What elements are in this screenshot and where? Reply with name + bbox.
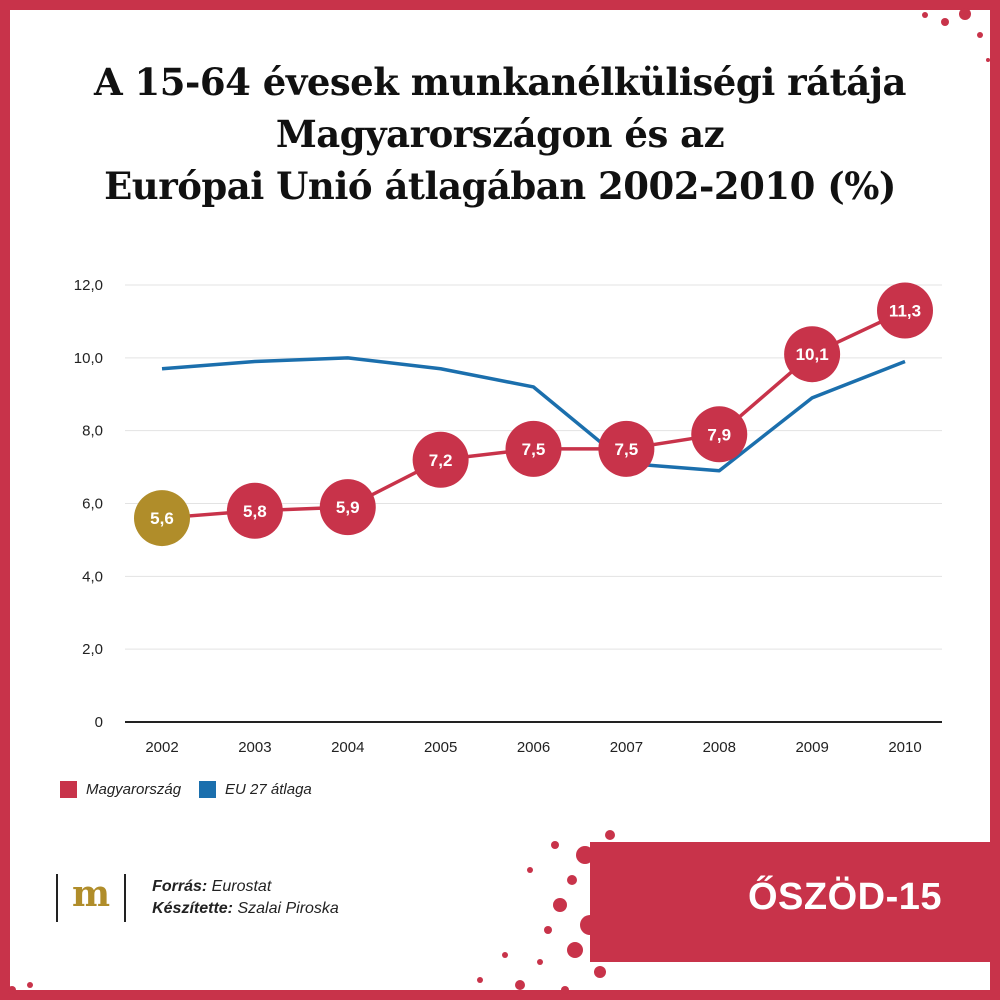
y-tick-label: 12,0 bbox=[74, 277, 103, 294]
y-tick-label: 0 bbox=[95, 714, 103, 731]
data-label-hungary: 7,5 bbox=[615, 440, 639, 459]
data-point-hungary bbox=[598, 420, 655, 477]
y-tick-label: 8,0 bbox=[82, 423, 103, 440]
data-label-hungary: 7,5 bbox=[522, 440, 546, 459]
badge-text: ŐSZÖD-15 bbox=[747, 876, 942, 918]
x-tick-label: 2006 bbox=[517, 739, 550, 756]
series-line-eu bbox=[161, 356, 906, 473]
y-tick-label: 2,0 bbox=[82, 641, 103, 658]
y-tick-label: 4,0 bbox=[82, 568, 103, 585]
data-point-hungary bbox=[784, 326, 841, 383]
line-chart: 0 2,0 4,0 6,0 8,0 10,0 12,0 2002 2003 2004 2005 200… bbox=[74, 277, 942, 756]
author-value: Szalai Piroska bbox=[237, 900, 339, 917]
chart-title: A 15-64 évesek munkanélküliségi rátája M… bbox=[40, 56, 960, 212]
data-point-hungary bbox=[134, 490, 190, 547]
data-point-hungary bbox=[877, 282, 933, 339]
legend-swatch-hungary bbox=[60, 781, 77, 798]
title-line-1: A 15-64 évesek munkanélküliségi rátája bbox=[93, 60, 907, 104]
x-tick-label: 2007 bbox=[610, 739, 643, 756]
legend-item-hungary: Magyarország bbox=[60, 781, 181, 798]
data-point-hungary bbox=[691, 406, 748, 463]
credits: Forrás: Eurostat Készítette: Szalai Piro… bbox=[152, 876, 339, 920]
data-point-hungary bbox=[226, 482, 283, 539]
badge-banner bbox=[590, 842, 1000, 962]
data-label-hungary: 7,2 bbox=[429, 451, 453, 470]
data-point-hungary bbox=[505, 420, 562, 477]
data-point-hungary bbox=[412, 431, 469, 488]
x-tick-label: 2009 bbox=[795, 739, 828, 756]
author-line: Készítette: Szalai Piroska bbox=[152, 898, 339, 920]
legend-label-eu: EU 27 átlaga bbox=[225, 781, 312, 798]
legend-swatch-eu bbox=[199, 781, 217, 798]
legend: Magyarország EU 27 átlaga bbox=[60, 781, 330, 798]
frame-left bbox=[0, 0, 10, 1000]
source-value: Eurostat bbox=[211, 878, 272, 895]
source-label: Forrás: bbox=[152, 878, 208, 895]
x-tick-label: 2004 bbox=[331, 739, 364, 756]
logo-bar-right bbox=[124, 874, 127, 922]
legend-item-eu: EU 27 átlaga bbox=[199, 781, 312, 798]
x-tick-label: 2005 bbox=[424, 739, 457, 756]
frame-right bbox=[990, 0, 1000, 1000]
legend-label-hungary: Magyarország bbox=[86, 781, 182, 798]
author-label: Készítette: bbox=[152, 900, 233, 917]
data-label-hungary: 5,6 bbox=[150, 509, 174, 528]
y-tick-label: 6,0 bbox=[82, 496, 103, 513]
data-label-hungary: 10,1 bbox=[796, 345, 829, 364]
logo-letter: m bbox=[72, 873, 111, 915]
brand-logo: m bbox=[56, 872, 127, 924]
data-label-hungary: 7,9 bbox=[707, 425, 731, 444]
data-label-hungary: 11,3 bbox=[889, 301, 921, 320]
data-point-hungary bbox=[319, 479, 376, 536]
title-line-2: Magyarországon és az bbox=[275, 112, 725, 156]
source-line: Forrás: Eurostat bbox=[152, 876, 339, 898]
x-tick-label: 2002 bbox=[145, 739, 178, 756]
x-tick-label: 2010 bbox=[888, 739, 921, 756]
data-label-hungary: 5,8 bbox=[243, 502, 267, 521]
logo-bar-left bbox=[56, 874, 58, 922]
data-label-hungary: 5,9 bbox=[336, 498, 360, 517]
footer: m Forrás: Eurostat Készítette: Szalai Pi… bbox=[56, 872, 339, 924]
frame-top bbox=[0, 0, 1000, 10]
y-tick-label: 10,0 bbox=[74, 350, 103, 367]
x-tick-label: 2008 bbox=[703, 739, 736, 756]
title-line-3: Európai Unió átlagában 2002-2010 (%) bbox=[104, 164, 896, 208]
x-tick-label: 2003 bbox=[238, 739, 271, 756]
frame-bottom bbox=[0, 990, 1000, 1000]
